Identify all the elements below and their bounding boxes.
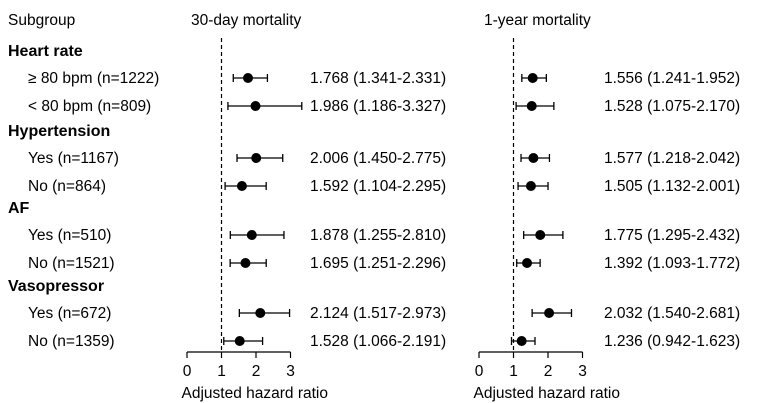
- hr-point: [535, 230, 546, 240]
- hr-point: [246, 230, 257, 240]
- row-label: ≥ 80 bpm (n=1222): [28, 70, 159, 87]
- row-label: Yes (n=1167): [28, 150, 119, 167]
- hr-value-text: 1.505 (1.132-2.001): [604, 178, 740, 195]
- row-label: No (n=1521): [28, 255, 115, 272]
- x-tick-label: 2: [544, 363, 553, 380]
- panel2-title: 1-year mortality: [484, 12, 591, 29]
- hr-point: [522, 258, 533, 268]
- hr-point: [242, 73, 253, 83]
- hr-value-text: 1.695 (1.251-2.296): [310, 255, 446, 272]
- hr-point: [236, 181, 247, 191]
- x-tick-label: 1: [509, 363, 518, 380]
- hr-point: [516, 336, 527, 346]
- row-label: No (n=1359): [28, 333, 115, 350]
- hr-point: [251, 153, 262, 163]
- hr-point: [525, 181, 536, 191]
- hr-value-text: 1.592 (1.104-2.295): [310, 178, 446, 195]
- hr-value-text: 1.577 (1.218-2.042): [604, 150, 740, 167]
- hr-value-text: 1.236 (0.942-1.623): [604, 333, 740, 350]
- x-tick-label: 3: [578, 363, 587, 380]
- hr-point: [528, 153, 539, 163]
- hr-value-text: 1.528 (1.075-2.170): [604, 98, 740, 115]
- hr-value-text: 1.986 (1.186-3.327): [310, 98, 446, 115]
- x-tick-label: 2: [252, 363, 261, 380]
- x-tick-label: 3: [286, 363, 295, 380]
- hr-point: [234, 336, 245, 346]
- hr-value-text: 1.528 (1.066-2.191): [310, 333, 446, 350]
- hr-point: [527, 73, 538, 83]
- x-tick-label: 1: [217, 363, 226, 380]
- hr-point: [544, 308, 555, 318]
- x-axis-label: Adjusted hazard ratio: [474, 385, 620, 402]
- group-label-1: Hypertension: [8, 123, 110, 140]
- hr-value-text: 1.768 (1.341-2.331): [310, 70, 446, 87]
- rows-layer: Heart rate ≥ 80 bpm (n=1222) < 80 bpm (n=8…: [8, 43, 159, 350]
- row-label: < 80 bpm (n=809): [28, 98, 151, 115]
- hr-value-text: 2.032 (1.540-2.681): [604, 305, 740, 322]
- hr-value-text: 1.392 (1.093-1.772): [604, 255, 740, 272]
- hr-value-text: 2.124 (1.517-2.973): [310, 305, 446, 322]
- hr-point: [255, 308, 266, 318]
- hr-value-text: 2.006 (1.450-2.775): [310, 150, 446, 167]
- x-tick-label: 0: [183, 363, 192, 380]
- group-label-3: Vasopressor: [8, 278, 104, 295]
- subgroup-header: Subgroup: [8, 12, 75, 29]
- x-axis-label: Adjusted hazard ratio: [182, 385, 328, 402]
- hr-point: [240, 258, 251, 268]
- panel-1-year: 1.556 (1.241-1.952) 1.528 (1.075-2.170) 1.…: [474, 38, 740, 402]
- hr-value-text: 1.556 (1.241-1.952): [604, 70, 740, 87]
- row-label: Yes (n=510): [28, 227, 111, 244]
- hr-value-text: 1.878 (1.255-2.810): [310, 227, 446, 244]
- group-label-2: AF: [8, 200, 30, 217]
- hr-point: [250, 101, 261, 111]
- hr-point: [526, 101, 537, 111]
- row-label: No (n=864): [28, 178, 106, 195]
- hr-value-text: 1.775 (1.295-2.432): [604, 227, 740, 244]
- panel1-title: 30-day mortality: [191, 12, 302, 29]
- panel-30-day: 1.768 (1.341-2.331) 1.986 (1.186-3.327) 2.…: [182, 38, 446, 402]
- x-tick-label: 0: [475, 363, 484, 380]
- group-label-0: Heart rate: [8, 43, 83, 60]
- row-label: Yes (n=672): [28, 305, 111, 322]
